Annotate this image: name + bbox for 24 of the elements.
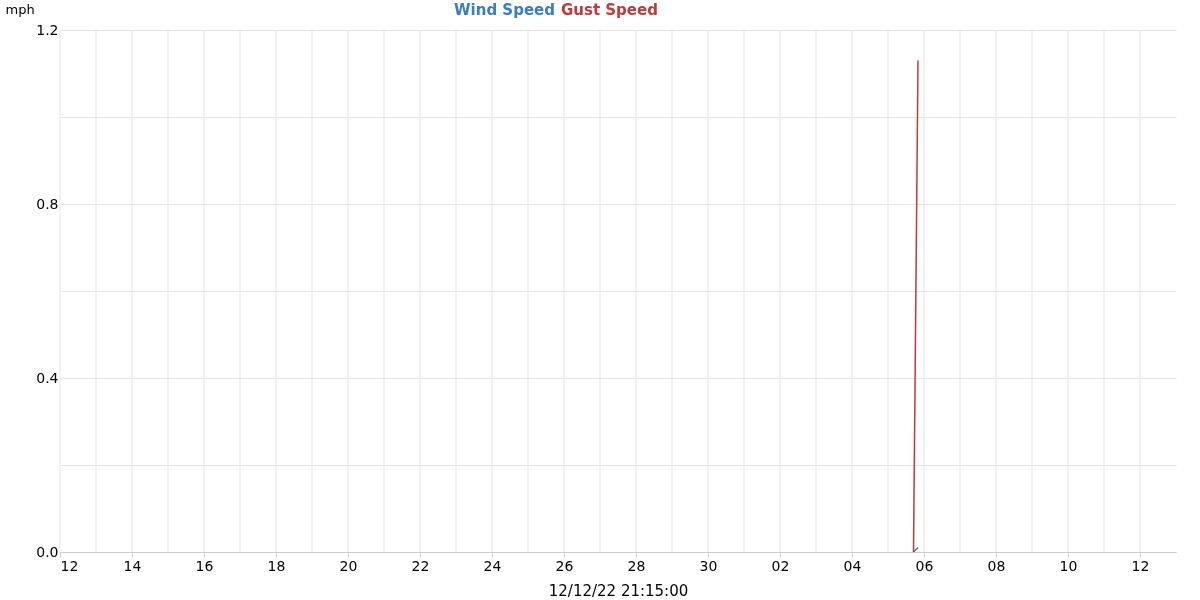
y-tick-label: 0.4 (36, 369, 59, 386)
x-tick-label: 18 (267, 557, 286, 574)
x-tick-label: 16 (195, 557, 214, 574)
x-tick-label: 30 (699, 557, 718, 574)
x-tick-label: 06 (915, 557, 934, 574)
x-tick-label: 12 (60, 557, 79, 574)
text: Gust Speed (561, 1, 658, 19)
text: Wind Speed (454, 1, 555, 19)
x-tick-label: 08 (987, 557, 1006, 574)
y-tick-label: 1.2 (36, 21, 59, 38)
x-tick-label: 20 (339, 557, 358, 574)
x-tick-label: 14 (123, 557, 142, 574)
x-axis-title: 12/12/22 21:15:00 (548, 581, 689, 600)
x-tick-label: 10 (1059, 557, 1078, 574)
x-tick-label: 02 (771, 557, 790, 574)
x-tick-label: 28 (627, 557, 646, 574)
y-axis-title: mph (5, 1, 35, 17)
x-tick-label: 04 (843, 557, 862, 574)
x-tick-label: 12 (1131, 557, 1150, 574)
x-tick-label: 22 (411, 557, 430, 574)
y-tick-label: 0.0 (36, 543, 59, 560)
x-tick-label: 26 (555, 557, 574, 574)
y-tick-label: 0.8 (36, 195, 59, 212)
x-tick-label: 24 (483, 557, 502, 574)
